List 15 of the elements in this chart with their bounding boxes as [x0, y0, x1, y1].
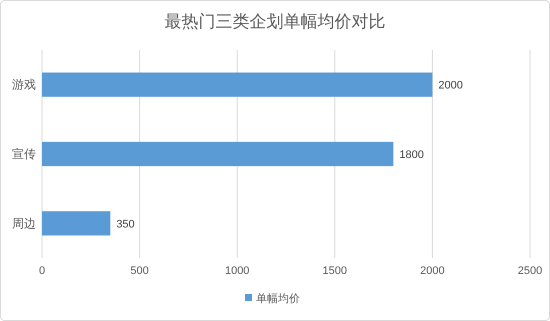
y-tick-label: 宣传	[12, 147, 36, 161]
x-tick-label: 1000	[224, 265, 250, 277]
x-tick-label: 2500	[518, 265, 542, 277]
y-tick-label: 游戏	[12, 78, 36, 92]
data-label: 2000	[438, 80, 463, 92]
x-tick-label: 2000	[420, 265, 445, 277]
legend: 单幅均价	[245, 293, 300, 305]
x-tick-label: 1500	[322, 265, 348, 277]
y-tick-label: 周边	[12, 216, 36, 230]
data-label: 350	[116, 218, 135, 230]
x-tick-label: 500	[130, 265, 149, 277]
title: 最热门三类企划单幅均价对比	[164, 12, 386, 31]
data-label: 1800	[399, 149, 424, 161]
x-tick-label: 0	[38, 265, 46, 277]
legend-label: 单幅均价	[256, 292, 300, 305]
